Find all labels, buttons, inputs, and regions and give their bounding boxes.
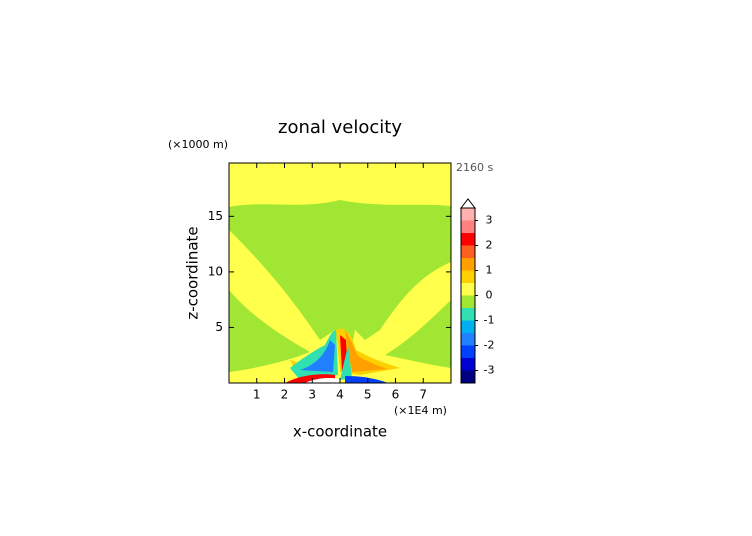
chart-title: zonal velocity	[278, 117, 402, 138]
contour-region	[229, 200, 451, 380]
y-tick-label: 15	[208, 209, 223, 223]
colorbar-swatch	[461, 245, 475, 258]
x-tick-label: 7	[419, 388, 427, 402]
colorbar-swatch	[461, 358, 475, 371]
x-tick-label: 6	[392, 388, 400, 402]
y-axis-label: z-coordinate	[184, 226, 202, 319]
x-tick-label: 3	[308, 388, 316, 402]
colorbar-swatch	[461, 220, 475, 233]
x-tick-label: 2	[281, 388, 289, 402]
colorbar-extend	[459, 198, 477, 209]
colorbar-swatch	[461, 208, 475, 221]
y-tick-label: 10	[208, 264, 223, 278]
colorbar-swatch	[461, 258, 475, 271]
x-unit: (×1E4 m)	[394, 404, 447, 417]
colorbar-swatch	[461, 333, 475, 346]
y-unit: (×1000 m)	[168, 138, 228, 151]
time-label: 2160 s	[456, 161, 493, 174]
colorbar-swatch	[461, 308, 475, 321]
colorbar-tick-label: 3	[486, 214, 493, 227]
x-tick-label: 5	[364, 388, 372, 402]
contour-region	[300, 340, 335, 372]
colorbar-tick-label: -2	[484, 339, 495, 352]
colorbar-tick-label: -3	[484, 364, 495, 377]
colorbar-swatch	[461, 295, 475, 308]
contour-region	[385, 300, 451, 368]
colorbar-tick-label: 2	[486, 239, 493, 252]
colorbar-swatch	[461, 233, 475, 246]
colorbar-swatch	[461, 345, 475, 358]
y-tick-label: 5	[215, 320, 223, 334]
colorbar-tick-label: 0	[486, 289, 493, 302]
contour-region	[305, 378, 340, 383]
colorbar-swatch	[461, 320, 475, 333]
colorbar-swatch	[461, 370, 475, 383]
colorbar-tick-label: 1	[486, 264, 493, 277]
colorbar-swatch	[461, 283, 475, 296]
contour-region	[229, 290, 310, 372]
contour-region	[340, 345, 352, 380]
contour-region	[345, 330, 388, 372]
colorbar-tick-label: -1	[484, 314, 495, 327]
contour-region	[345, 376, 388, 383]
x-axis-label: x-coordinate	[293, 423, 387, 441]
x-tick-label: 4	[336, 388, 344, 402]
colorbar-swatch	[461, 270, 475, 283]
x-tick-label: 1	[253, 388, 261, 402]
